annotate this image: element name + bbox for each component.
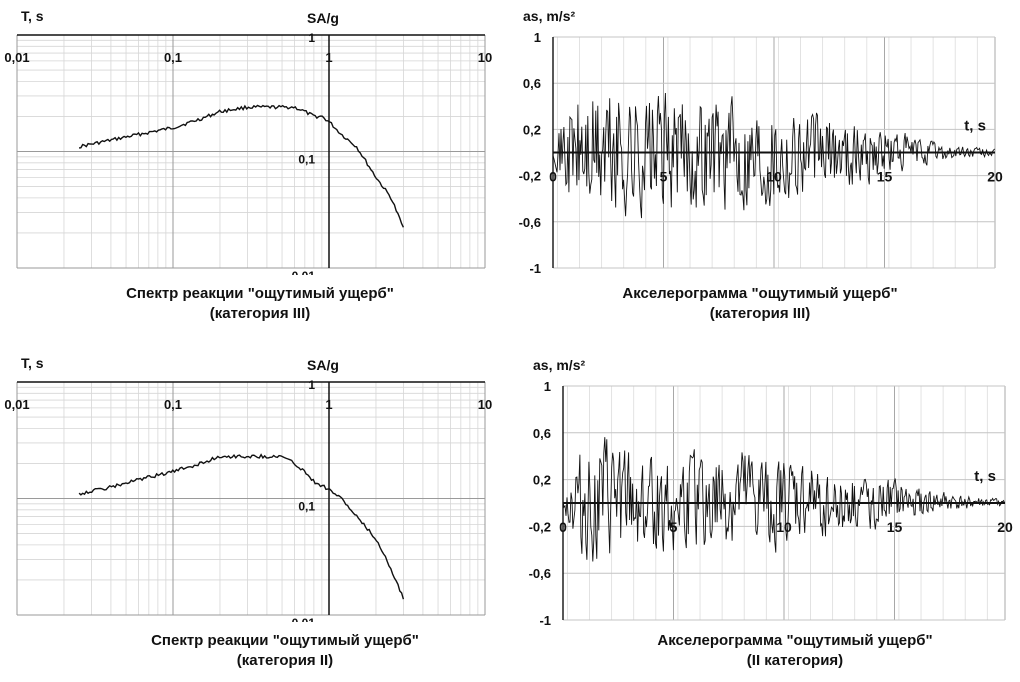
y-axis-title: as, m/s² (533, 357, 585, 373)
y-tick-label: 0,01 (292, 616, 316, 622)
x-tick-label: 1 (325, 397, 332, 412)
y-axis-title: SA/g (307, 10, 339, 26)
accelerogram-caption-category-2: Акселерограмма "ощутимый ущерб" (II кате… (590, 631, 1000, 671)
caption-line-2: (категория III) (209, 305, 311, 322)
x-tick-label: 0 (559, 519, 567, 535)
x-tick-label: 0,01 (4, 50, 29, 65)
y-tick-label: 0,2 (533, 473, 551, 488)
y-tick-label: 0,6 (523, 76, 541, 91)
y-tick-label: 1 (308, 378, 315, 392)
y-tick-label: 0,6 (533, 426, 551, 441)
y-tick-label: 0,01 (292, 269, 316, 275)
spectrum-series-line (78, 104, 405, 228)
x-tick-label: 10 (478, 50, 492, 65)
y-tick-label: 0,1 (298, 153, 315, 167)
y-tick-label: -0,2 (529, 519, 551, 534)
caption-line-2: (категория II) (236, 652, 334, 669)
y-tick-label: 1 (534, 30, 541, 45)
x-tick-label: 15 (877, 169, 893, 185)
y-tick-label: 0,2 (523, 122, 541, 137)
accelerogram-series-line (552, 92, 995, 219)
grid (16, 381, 486, 616)
y-tick-label: -1 (529, 261, 541, 275)
x-tick-label: 0,01 (4, 397, 29, 412)
y-axis-title: SA/g (307, 357, 339, 373)
caption-line-2: (II категория) (746, 652, 844, 669)
grid (16, 34, 486, 269)
caption-line-1: Спектр реакции "ощутимый ущерб" (151, 632, 419, 649)
x-tick-label: 20 (997, 519, 1013, 535)
accelerogram-caption-category-3: Акселерограмма "ощутимый ущерб" (категор… (560, 284, 960, 324)
spectrum-chart-category-2: 0,01 0,1 1 10 1 0,1 0,01 T, s SA/g (0, 347, 500, 630)
accelerogram-series-line (562, 437, 1006, 562)
x-axis-title: T, s (21, 355, 44, 371)
x-axis-title: t, s (964, 118, 986, 135)
spectrum-plot: 0,01 0,1 1 10 1 0,1 0,01 T, s SA/g (4, 355, 492, 630)
x-axis-title: T, s (21, 8, 44, 24)
x-tick-label: 10 (478, 397, 492, 412)
spectrum-plot: 0,01 0,1 1 10 1 0,1 0,01 T, s SA/g (4, 8, 492, 283)
spectrum-chart-category-3: 0,01 0,1 1 10 1 0,1 0,01 T, s SA/g (0, 0, 500, 283)
y-tick-label: -0,6 (519, 215, 541, 230)
y-tick-label: 1 (544, 379, 551, 394)
spectrum-caption-category-3: Спектр реакции "ощутимый ущерб" (категор… (70, 284, 450, 324)
caption-line-1: Спектр реакции "ощутимый ущерб" (126, 285, 394, 302)
caption-line-2: (категория III) (709, 305, 811, 322)
x-tick-label: 20 (987, 169, 1003, 185)
accelerogram-chart-category-3: 1 0,6 0,2 -0,2 -0,6 -1 0 5 10 15 20 as, m/s² t, s (505, 0, 1015, 280)
x-tick-label: 1 (325, 50, 332, 65)
accelerogram-chart-category-2: 1 0,6 0,2 -0,2 -0,6 -1 0 5 10 15 20 as, m/s² t, s (505, 347, 1020, 632)
y-axis-title: as, m/s² (523, 8, 575, 24)
x-axis-title: t, s (974, 468, 996, 485)
caption-line-1: Акселерограмма "ощутимый ущерб" (622, 285, 898, 302)
y-tick-label: -0,6 (529, 566, 551, 581)
x-tick-label: 0,1 (164, 397, 182, 412)
y-tick-label: -1 (539, 613, 551, 627)
x-tick-label: 10 (776, 519, 792, 535)
x-tick-label: 0 (549, 169, 557, 185)
caption-line-1: Акселерограмма "ощутимый ущерб" (657, 632, 933, 649)
x-tick-label: 15 (887, 519, 903, 535)
spectrum-caption-category-2: Спектр реакции "ощутимый ущерб" (категор… (95, 631, 475, 671)
y-tick-label: 1 (308, 31, 315, 45)
spectrum-series-line (78, 453, 405, 600)
y-tick-label: -0,2 (519, 169, 541, 184)
y-tick-label: 0,1 (298, 500, 315, 514)
x-tick-label: 0,1 (164, 50, 182, 65)
